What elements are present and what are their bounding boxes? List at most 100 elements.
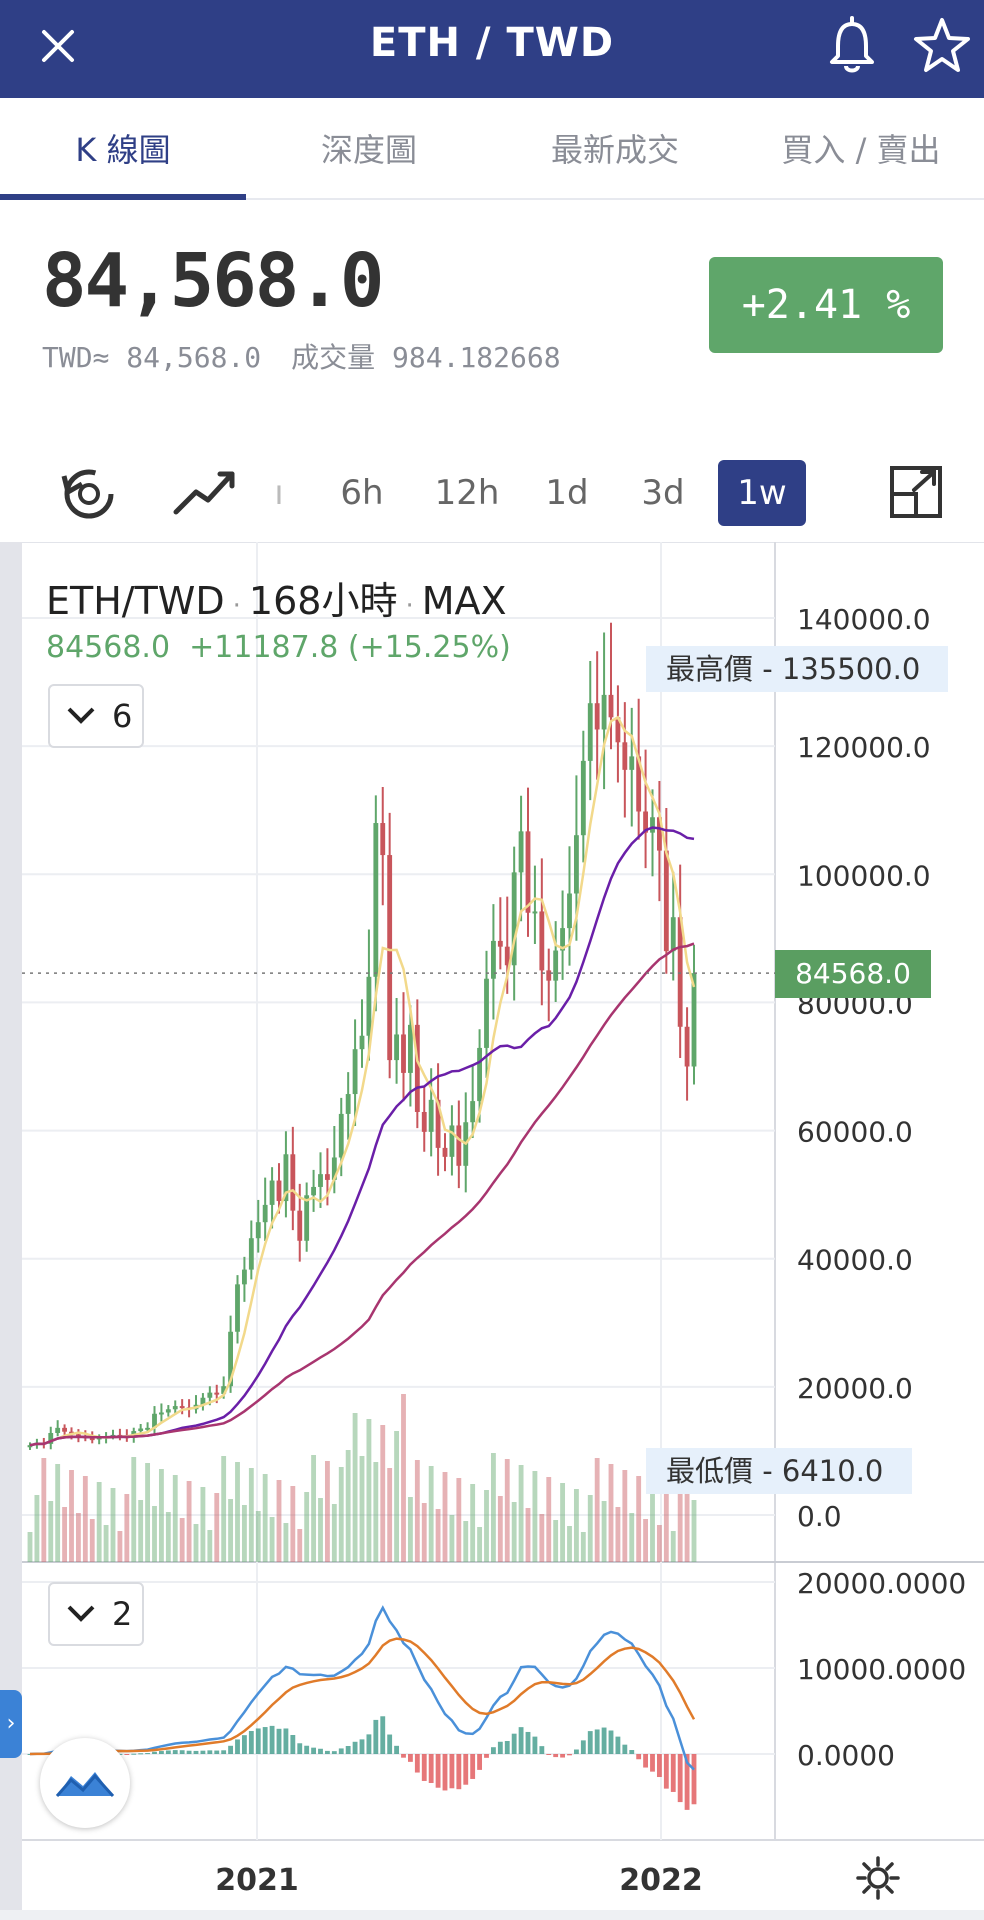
legend-separator: · bbox=[405, 591, 414, 621]
candle-body bbox=[255, 1222, 261, 1239]
candle-body bbox=[511, 872, 517, 966]
candle-body bbox=[172, 1406, 178, 1410]
y-tick-label: 100000.0 bbox=[797, 859, 931, 892]
candle-body bbox=[643, 811, 649, 833]
macd-histogram-bar bbox=[394, 1745, 400, 1754]
volume-bar bbox=[255, 1511, 261, 1562]
macd-histogram-bar bbox=[338, 1748, 344, 1754]
volume-bar bbox=[470, 1484, 476, 1562]
macd-histogram-bar bbox=[442, 1754, 448, 1791]
close-icon[interactable] bbox=[26, 14, 90, 78]
macd-histogram-bar bbox=[580, 1740, 586, 1754]
candle-body bbox=[62, 1427, 68, 1432]
candle-body bbox=[276, 1180, 282, 1202]
candle-body bbox=[407, 1024, 413, 1073]
macd-histogram-bar bbox=[518, 1727, 524, 1754]
fullscreen-icon[interactable] bbox=[880, 462, 950, 522]
chart-area[interactable]: 140000.0 120000.0 100000.0 80000.0 60000.0 40… bbox=[0, 542, 984, 1920]
volume-bar bbox=[297, 1529, 303, 1562]
candlestick-chart[interactable]: 140000.0120000.0100000.080000.060000.040… bbox=[0, 542, 984, 1920]
volume-bar bbox=[158, 1469, 164, 1562]
interval-6h[interactable]: 6h bbox=[340, 473, 384, 513]
candle-body bbox=[456, 1125, 462, 1166]
sub-indicator-count: 2 bbox=[112, 1595, 133, 1633]
macd-histogram-bar bbox=[663, 1754, 669, 1789]
macd-histogram-bar bbox=[650, 1754, 655, 1772]
macd-histogram-bar bbox=[235, 1739, 240, 1754]
volume-bar bbox=[324, 1461, 330, 1562]
volume-bar bbox=[352, 1413, 358, 1562]
macd-histogram-bar bbox=[138, 1753, 144, 1755]
volume-bar bbox=[131, 1457, 137, 1562]
volume-bar bbox=[601, 1501, 607, 1562]
macd-histogram-bar bbox=[345, 1746, 351, 1754]
macd-histogram-bar bbox=[407, 1754, 413, 1762]
candle-body bbox=[539, 911, 545, 971]
interval-1d[interactable]: 1d bbox=[545, 473, 589, 513]
volume-bar bbox=[69, 1470, 74, 1562]
macd-histogram-bar bbox=[276, 1728, 282, 1754]
candle-body bbox=[138, 1428, 144, 1432]
volume-bar bbox=[580, 1532, 586, 1562]
tab-depth[interactable]: 深度圖 bbox=[320, 131, 417, 169]
interval-partial[interactable]: ı bbox=[274, 473, 284, 513]
interval-1w[interactable]: 1w bbox=[718, 460, 806, 526]
sub-y-tick-label: 0.0000 bbox=[797, 1739, 895, 1772]
macd-histogram-bar bbox=[186, 1750, 192, 1754]
volume-bar bbox=[518, 1465, 524, 1562]
macd-histogram-bar bbox=[504, 1741, 510, 1754]
volume-bar bbox=[110, 1488, 116, 1562]
candle-body bbox=[401, 1034, 406, 1073]
volume-bar bbox=[560, 1483, 566, 1562]
volume-bar bbox=[435, 1509, 441, 1562]
volume-bar bbox=[608, 1464, 614, 1562]
sub-y-tick-label: 20000.0000 bbox=[797, 1567, 966, 1600]
tab-buy-sell[interactable]: 買入 / 賣出 bbox=[781, 131, 941, 169]
candle-body bbox=[560, 928, 566, 951]
side-drawer-tab[interactable]: › bbox=[0, 1690, 22, 1758]
macd-histogram-bar bbox=[608, 1730, 614, 1754]
candle-body bbox=[290, 1154, 296, 1211]
candle-body bbox=[345, 1094, 351, 1114]
star-icon[interactable] bbox=[910, 14, 974, 78]
candle-body bbox=[387, 855, 393, 1061]
volume-bar bbox=[138, 1500, 144, 1562]
volume-bar bbox=[75, 1513, 81, 1562]
macd-histogram-bar bbox=[567, 1754, 572, 1756]
candle-body bbox=[532, 911, 538, 914]
main-indicators-toggle[interactable]: 6 bbox=[48, 684, 144, 748]
volume-bar bbox=[359, 1456, 365, 1562]
candle-body bbox=[414, 1024, 420, 1112]
volume-bar bbox=[407, 1497, 413, 1562]
candle-body bbox=[546, 970, 552, 981]
settings-icon[interactable] bbox=[854, 1854, 902, 1902]
tab-kline[interactable]: K 線圖 bbox=[75, 131, 171, 169]
volume-bar bbox=[636, 1476, 642, 1562]
candle-body bbox=[27, 1445, 33, 1448]
bell-icon[interactable] bbox=[820, 14, 884, 78]
sub-indicators-toggle[interactable]: 2 bbox=[48, 1582, 144, 1646]
refresh-icon[interactable] bbox=[54, 462, 124, 522]
interval-3d[interactable]: 3d bbox=[641, 473, 685, 513]
tab-latest-trades[interactable]: 最新成交 bbox=[550, 131, 679, 169]
line-chart-icon[interactable] bbox=[170, 462, 240, 522]
candle-body bbox=[484, 978, 489, 1048]
volume-bar bbox=[200, 1487, 206, 1562]
interval-12h[interactable]: 12h bbox=[434, 473, 500, 513]
candle-body bbox=[373, 823, 379, 977]
volume-label: 成交量 984.182668 bbox=[291, 341, 561, 374]
macd-histogram-bar bbox=[643, 1754, 649, 1768]
macd-histogram-bar bbox=[27, 1754, 33, 1755]
volume-bar bbox=[193, 1524, 199, 1562]
macd-histogram-bar bbox=[214, 1750, 220, 1754]
macd-histogram-bar bbox=[470, 1754, 476, 1779]
macd-histogram-bar bbox=[587, 1731, 593, 1754]
volume-bar bbox=[48, 1501, 54, 1562]
candle-body bbox=[525, 831, 531, 913]
volume-bar bbox=[311, 1455, 317, 1562]
chart-logo[interactable] bbox=[40, 1738, 130, 1828]
volume-bar bbox=[152, 1506, 157, 1562]
macd-histogram-bar bbox=[511, 1733, 517, 1754]
macd-histogram-bar bbox=[636, 1754, 642, 1760]
macd-histogram-bar bbox=[594, 1729, 600, 1754]
